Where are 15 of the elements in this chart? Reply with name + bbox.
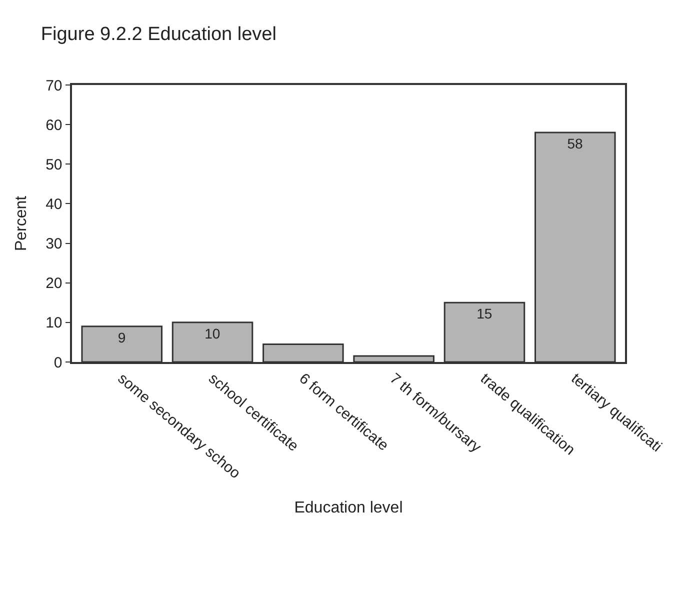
data-label: 10 xyxy=(204,325,220,342)
x-axis-title: Education level xyxy=(294,499,403,516)
y-tick-label: 10 xyxy=(46,314,62,332)
y-tick-label: 60 xyxy=(46,116,62,134)
y-tick-label: 0 xyxy=(54,354,62,372)
y-tick-label: 30 xyxy=(46,236,62,253)
y-tick-label: 40 xyxy=(46,196,62,213)
y-tick-label: 50 xyxy=(46,156,62,174)
chart-title: Figure 9.2.2 Education level xyxy=(40,24,276,46)
data-label: 9 xyxy=(118,329,126,346)
y-axis-title: Percent xyxy=(12,195,30,252)
data-label: 58 xyxy=(567,135,584,152)
y-tick-label: 20 xyxy=(46,275,62,292)
y-tick-label: 70 xyxy=(46,77,62,94)
data-label: 15 xyxy=(476,306,492,322)
